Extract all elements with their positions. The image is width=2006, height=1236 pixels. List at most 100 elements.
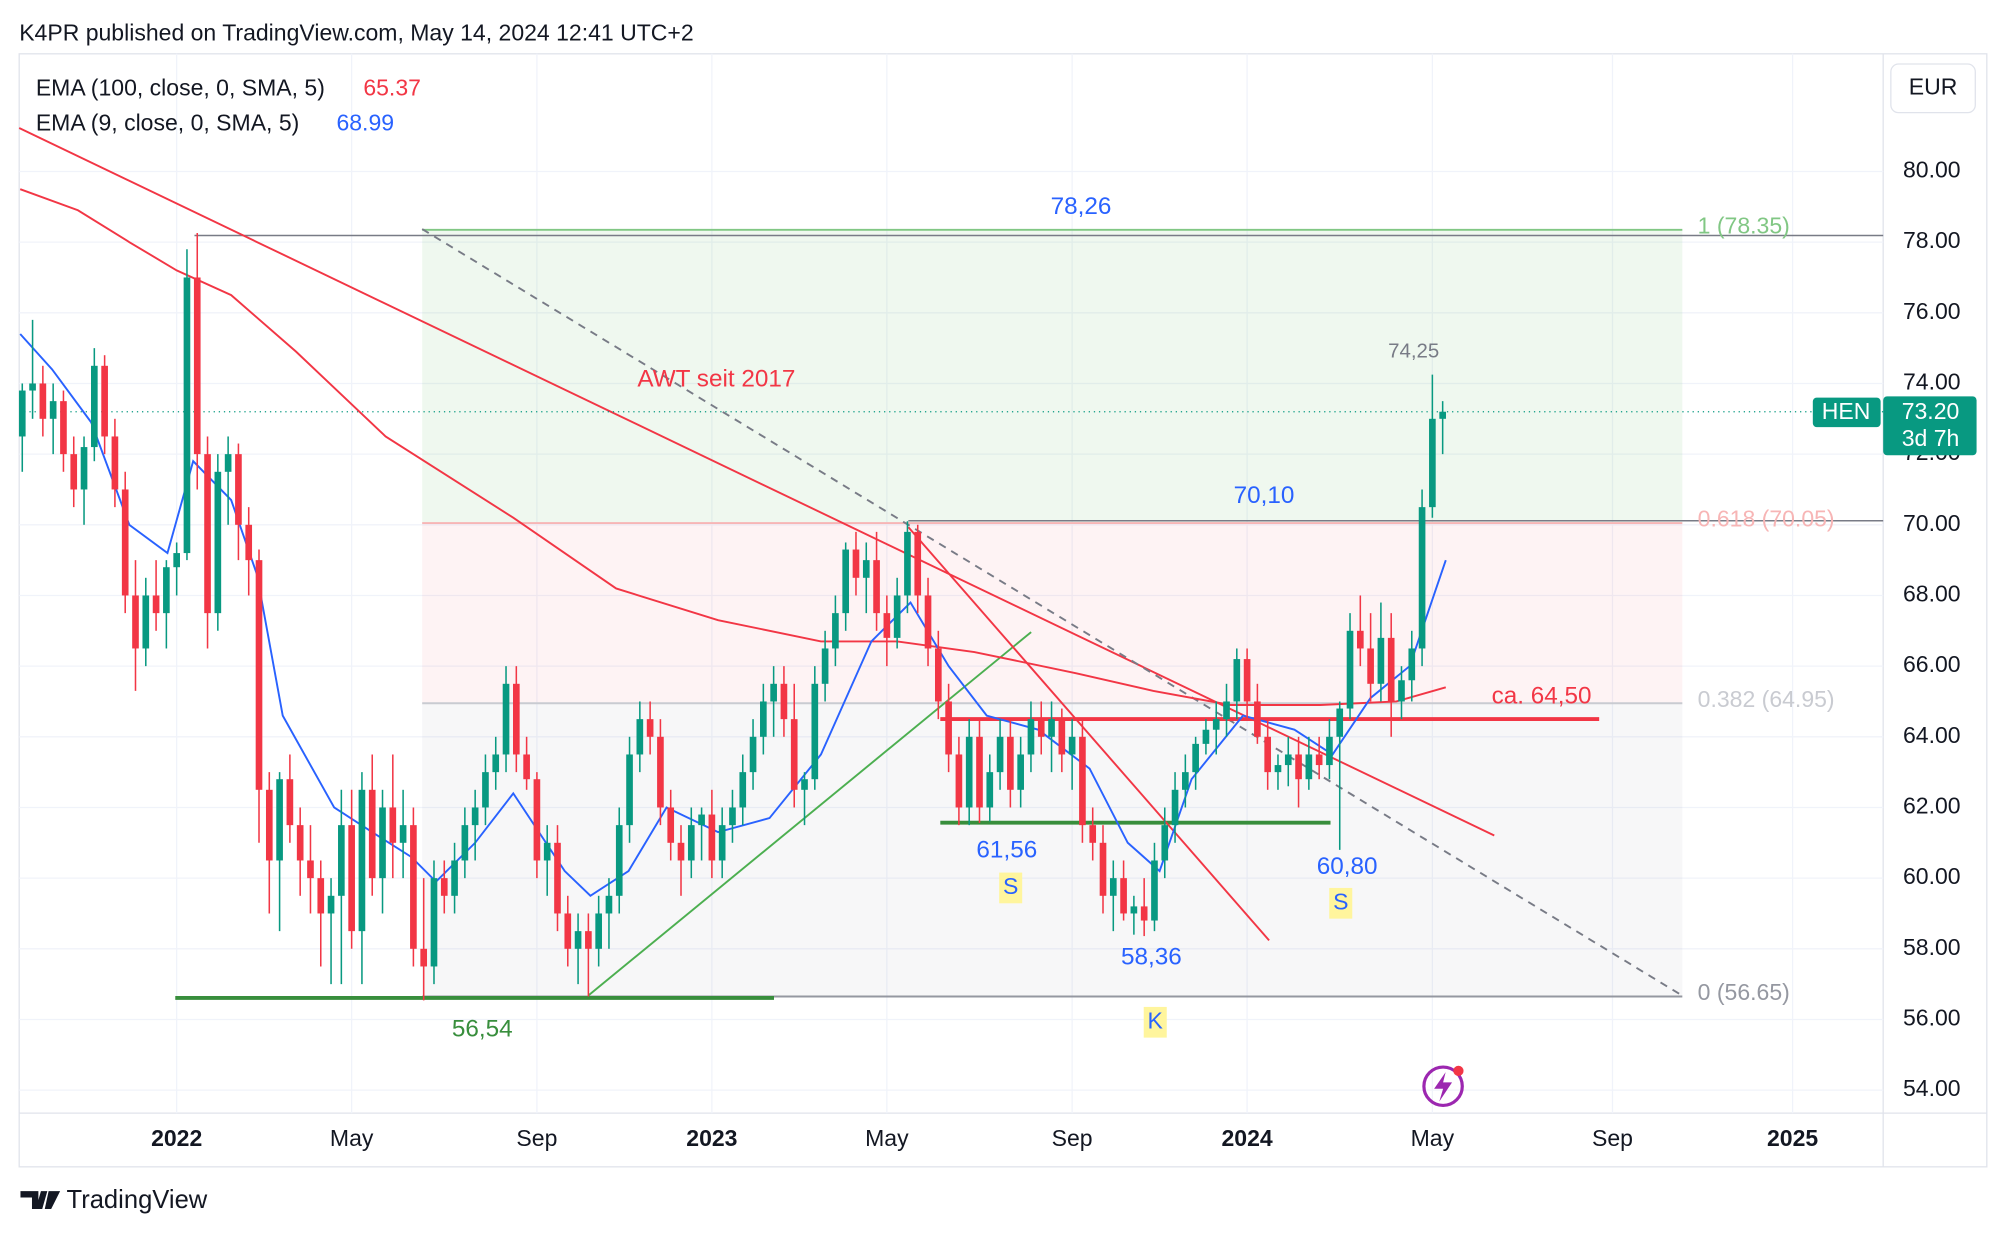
candle-body <box>760 701 767 737</box>
fib-label: 1 (78.35) <box>1698 212 1790 238</box>
snapshot-icon[interactable] <box>1422 1065 1464 1108</box>
candle-body <box>1120 878 1127 914</box>
candle-body <box>451 860 458 896</box>
uptrend-line <box>587 631 1032 997</box>
candle-body <box>574 931 582 949</box>
candle-body <box>770 683 777 702</box>
candle-body <box>605 895 613 914</box>
fib-label: 0 (56.65) <box>1698 979 1790 1005</box>
candle-body <box>1099 842 1107 896</box>
y-tick-label: 68.00 <box>1903 581 1961 607</box>
candle-body <box>924 595 932 649</box>
candle-body <box>893 595 901 638</box>
x-tick-label: Sep <box>1052 1125 1093 1151</box>
candle-body <box>1192 743 1199 773</box>
annotation: S <box>1003 873 1018 899</box>
candle-body <box>615 825 623 896</box>
candle-body <box>811 683 819 780</box>
candle-body <box>914 531 922 596</box>
candle-body <box>152 595 160 614</box>
candle-body <box>142 595 150 649</box>
currency: EUR <box>1909 73 1958 99</box>
x-tick-label: May <box>865 1125 909 1151</box>
snapshot-bolt <box>1434 1072 1453 1102</box>
y-tick-label: 58.00 <box>1903 934 1961 960</box>
candle-body <box>502 683 510 755</box>
x-tick-label: 2023 <box>686 1125 737 1151</box>
candle-body <box>1356 630 1364 649</box>
candle-body <box>1254 701 1261 737</box>
y-tick-label: 66.00 <box>1903 651 1961 677</box>
countdown-label: 3d 7h <box>1902 425 1960 451</box>
y-tick-label: 80.00 <box>1903 157 1961 183</box>
candle-body <box>276 779 283 861</box>
candle-body <box>461 825 469 861</box>
candle-body <box>245 524 253 561</box>
candle-body <box>698 814 705 826</box>
candle-body <box>389 807 397 843</box>
candle-body <box>883 613 891 638</box>
price-tag <box>1883 396 1977 456</box>
candle-body <box>29 383 36 391</box>
plot <box>18 188 1884 1001</box>
frame <box>18 53 1988 1168</box>
annotation-box <box>1143 1006 1167 1038</box>
candle-body <box>1151 860 1158 921</box>
candle-body <box>1223 701 1230 720</box>
candle-body <box>1243 659 1251 702</box>
annotation-box <box>999 872 1023 904</box>
annotation: 61,56 <box>976 836 1037 863</box>
candle-body <box>708 814 716 861</box>
annotation: 74,25 <box>1388 339 1439 362</box>
candle-body <box>1079 736 1086 826</box>
candle-body <box>533 779 541 861</box>
candle-body <box>729 807 736 826</box>
candle-body <box>646 719 654 737</box>
annotation: 70,10 <box>1234 482 1295 509</box>
candle-body <box>657 736 664 808</box>
candle-body <box>420 948 428 967</box>
candle-body <box>90 365 98 448</box>
dashed-trend-line <box>421 228 1681 995</box>
candle-body <box>183 277 191 554</box>
y-tick-label: 70.00 <box>1903 510 1961 536</box>
candle-body <box>842 549 850 614</box>
legend-name: EMA (100, close, 0, SMA, 5) <box>36 75 325 101</box>
x-tick-label: Sep <box>1592 1125 1633 1151</box>
logo <box>20 1191 61 1210</box>
candle-body <box>338 825 345 896</box>
candle-body <box>1182 772 1189 790</box>
currency-box[interactable] <box>1890 63 1976 114</box>
candle-body <box>1161 825 1169 861</box>
candle-body <box>873 560 880 614</box>
y-tick-label: 64.00 <box>1903 722 1961 748</box>
fib-label: 0.382 (64.95) <box>1698 686 1835 712</box>
candle-body <box>1398 680 1405 702</box>
candle-body <box>1295 754 1302 780</box>
candle-body <box>1017 754 1024 790</box>
candle-body <box>862 560 870 578</box>
candle-body <box>358 789 366 932</box>
candle-body <box>255 560 263 790</box>
ema-line <box>19 188 1447 706</box>
candle-body <box>1037 719 1045 737</box>
candle-body <box>1274 765 1282 773</box>
candle-body <box>585 931 592 949</box>
annotation: 60,80 <box>1317 853 1378 880</box>
candle-body <box>904 531 911 596</box>
candle-body <box>39 383 47 419</box>
candle-body <box>60 401 67 455</box>
candle-body <box>1284 754 1292 766</box>
candle-body <box>1315 754 1323 766</box>
candle-body <box>687 825 695 861</box>
header: K4PR published on TradingView.com, May 1… <box>19 20 693 46</box>
candle-body <box>214 471 222 614</box>
candle-body <box>265 789 273 861</box>
symbol-label: HEN <box>1822 398 1871 424</box>
candle-body <box>790 719 798 790</box>
candle-body <box>101 365 108 437</box>
candle-body <box>667 807 675 843</box>
legend-name: EMA (9, close, 0, SMA, 5) <box>36 109 300 135</box>
candle-body <box>204 454 211 614</box>
